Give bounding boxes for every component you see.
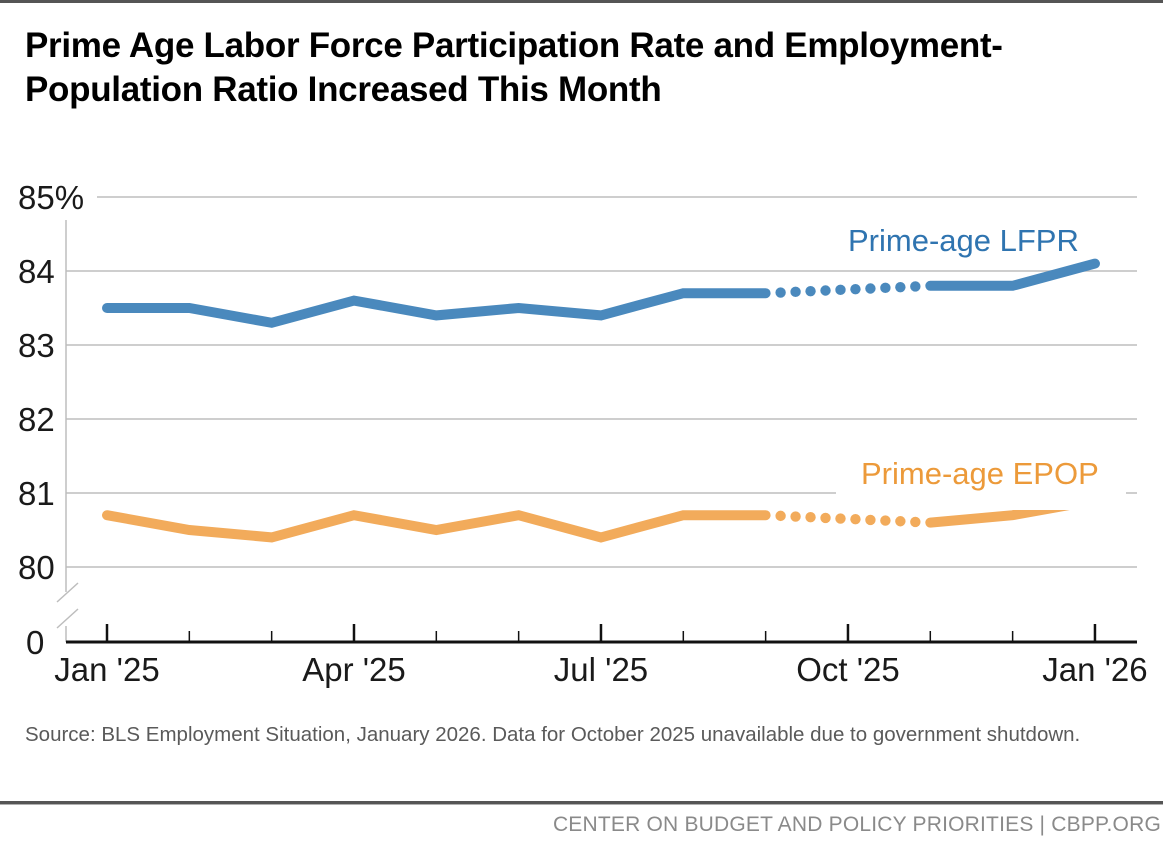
gridlines	[66, 196, 1137, 568]
gap-dot	[835, 284, 846, 296]
top-rule	[0, 0, 1163, 3]
gap-dot	[850, 283, 861, 295]
series-lfpr	[102, 258, 1100, 328]
gap-dot	[805, 512, 816, 523]
gap-dot	[880, 282, 891, 294]
source-note: Source: BLS Employment Situation, Januar…	[25, 723, 1081, 746]
gap-dot	[790, 511, 801, 522]
gap-dot	[865, 283, 876, 294]
bottom-rule-thin	[0, 804, 1163, 805]
gap-dot	[820, 285, 831, 296]
gap-dot	[910, 516, 921, 528]
y-tick-label-zero: 0	[26, 624, 44, 661]
x-tick-label: Oct '25	[796, 651, 900, 688]
gap-dot	[820, 512, 831, 524]
y-tick-label: 82	[18, 401, 55, 438]
axis-break-mark	[56, 608, 79, 629]
gap-dot	[775, 510, 786, 522]
series-line-segment	[925, 258, 1100, 291]
gap-dot	[910, 281, 921, 292]
axes: 80 81 82 83 84 85% 0 Jan '25 Apr '25 Jul '25 Oct '…	[18, 179, 1148, 688]
series-label-epop: Prime-age EPOP	[861, 456, 1099, 491]
series-line-segment	[102, 510, 771, 543]
axis-break-mark	[56, 582, 79, 603]
gap-dot	[880, 515, 891, 526]
series-line-segment	[102, 288, 771, 328]
chart-title: Prime Age Labor Force Participation Rate…	[25, 26, 1003, 109]
label-background	[836, 468, 1126, 510]
gap-dot	[790, 286, 801, 298]
x-tick-label: Jan '26	[1042, 651, 1147, 688]
series-labels: Prime-age LFPR Prime-age EPOP	[836, 223, 1126, 510]
axis-break-gap	[54, 592, 78, 626]
gap-dot	[895, 516, 906, 527]
y-tick-label: 85%	[18, 179, 84, 216]
gap-dot	[850, 514, 861, 525]
x-tick-label: Jan '25	[54, 651, 159, 688]
y-tick-label: 84	[18, 253, 55, 290]
gap-dot	[775, 287, 786, 298]
y-tick-label: 83	[18, 327, 55, 364]
y-tick-label: 81	[18, 475, 55, 512]
x-tick-label: Apr '25	[302, 651, 406, 688]
y-tick-label: 80	[18, 549, 55, 586]
x-tick-label: Jul '25	[554, 651, 648, 688]
gap-dot	[895, 281, 906, 293]
footer-credit: CENTER ON BUDGET AND POLICY PRIORITIES |…	[552, 813, 1161, 836]
gap-dot	[835, 513, 846, 524]
bottom-rule	[0, 801, 1163, 804]
gap-dot	[805, 285, 816, 297]
gap-dot	[865, 514, 876, 526]
series-label-lfpr: Prime-age LFPR	[848, 223, 1079, 258]
